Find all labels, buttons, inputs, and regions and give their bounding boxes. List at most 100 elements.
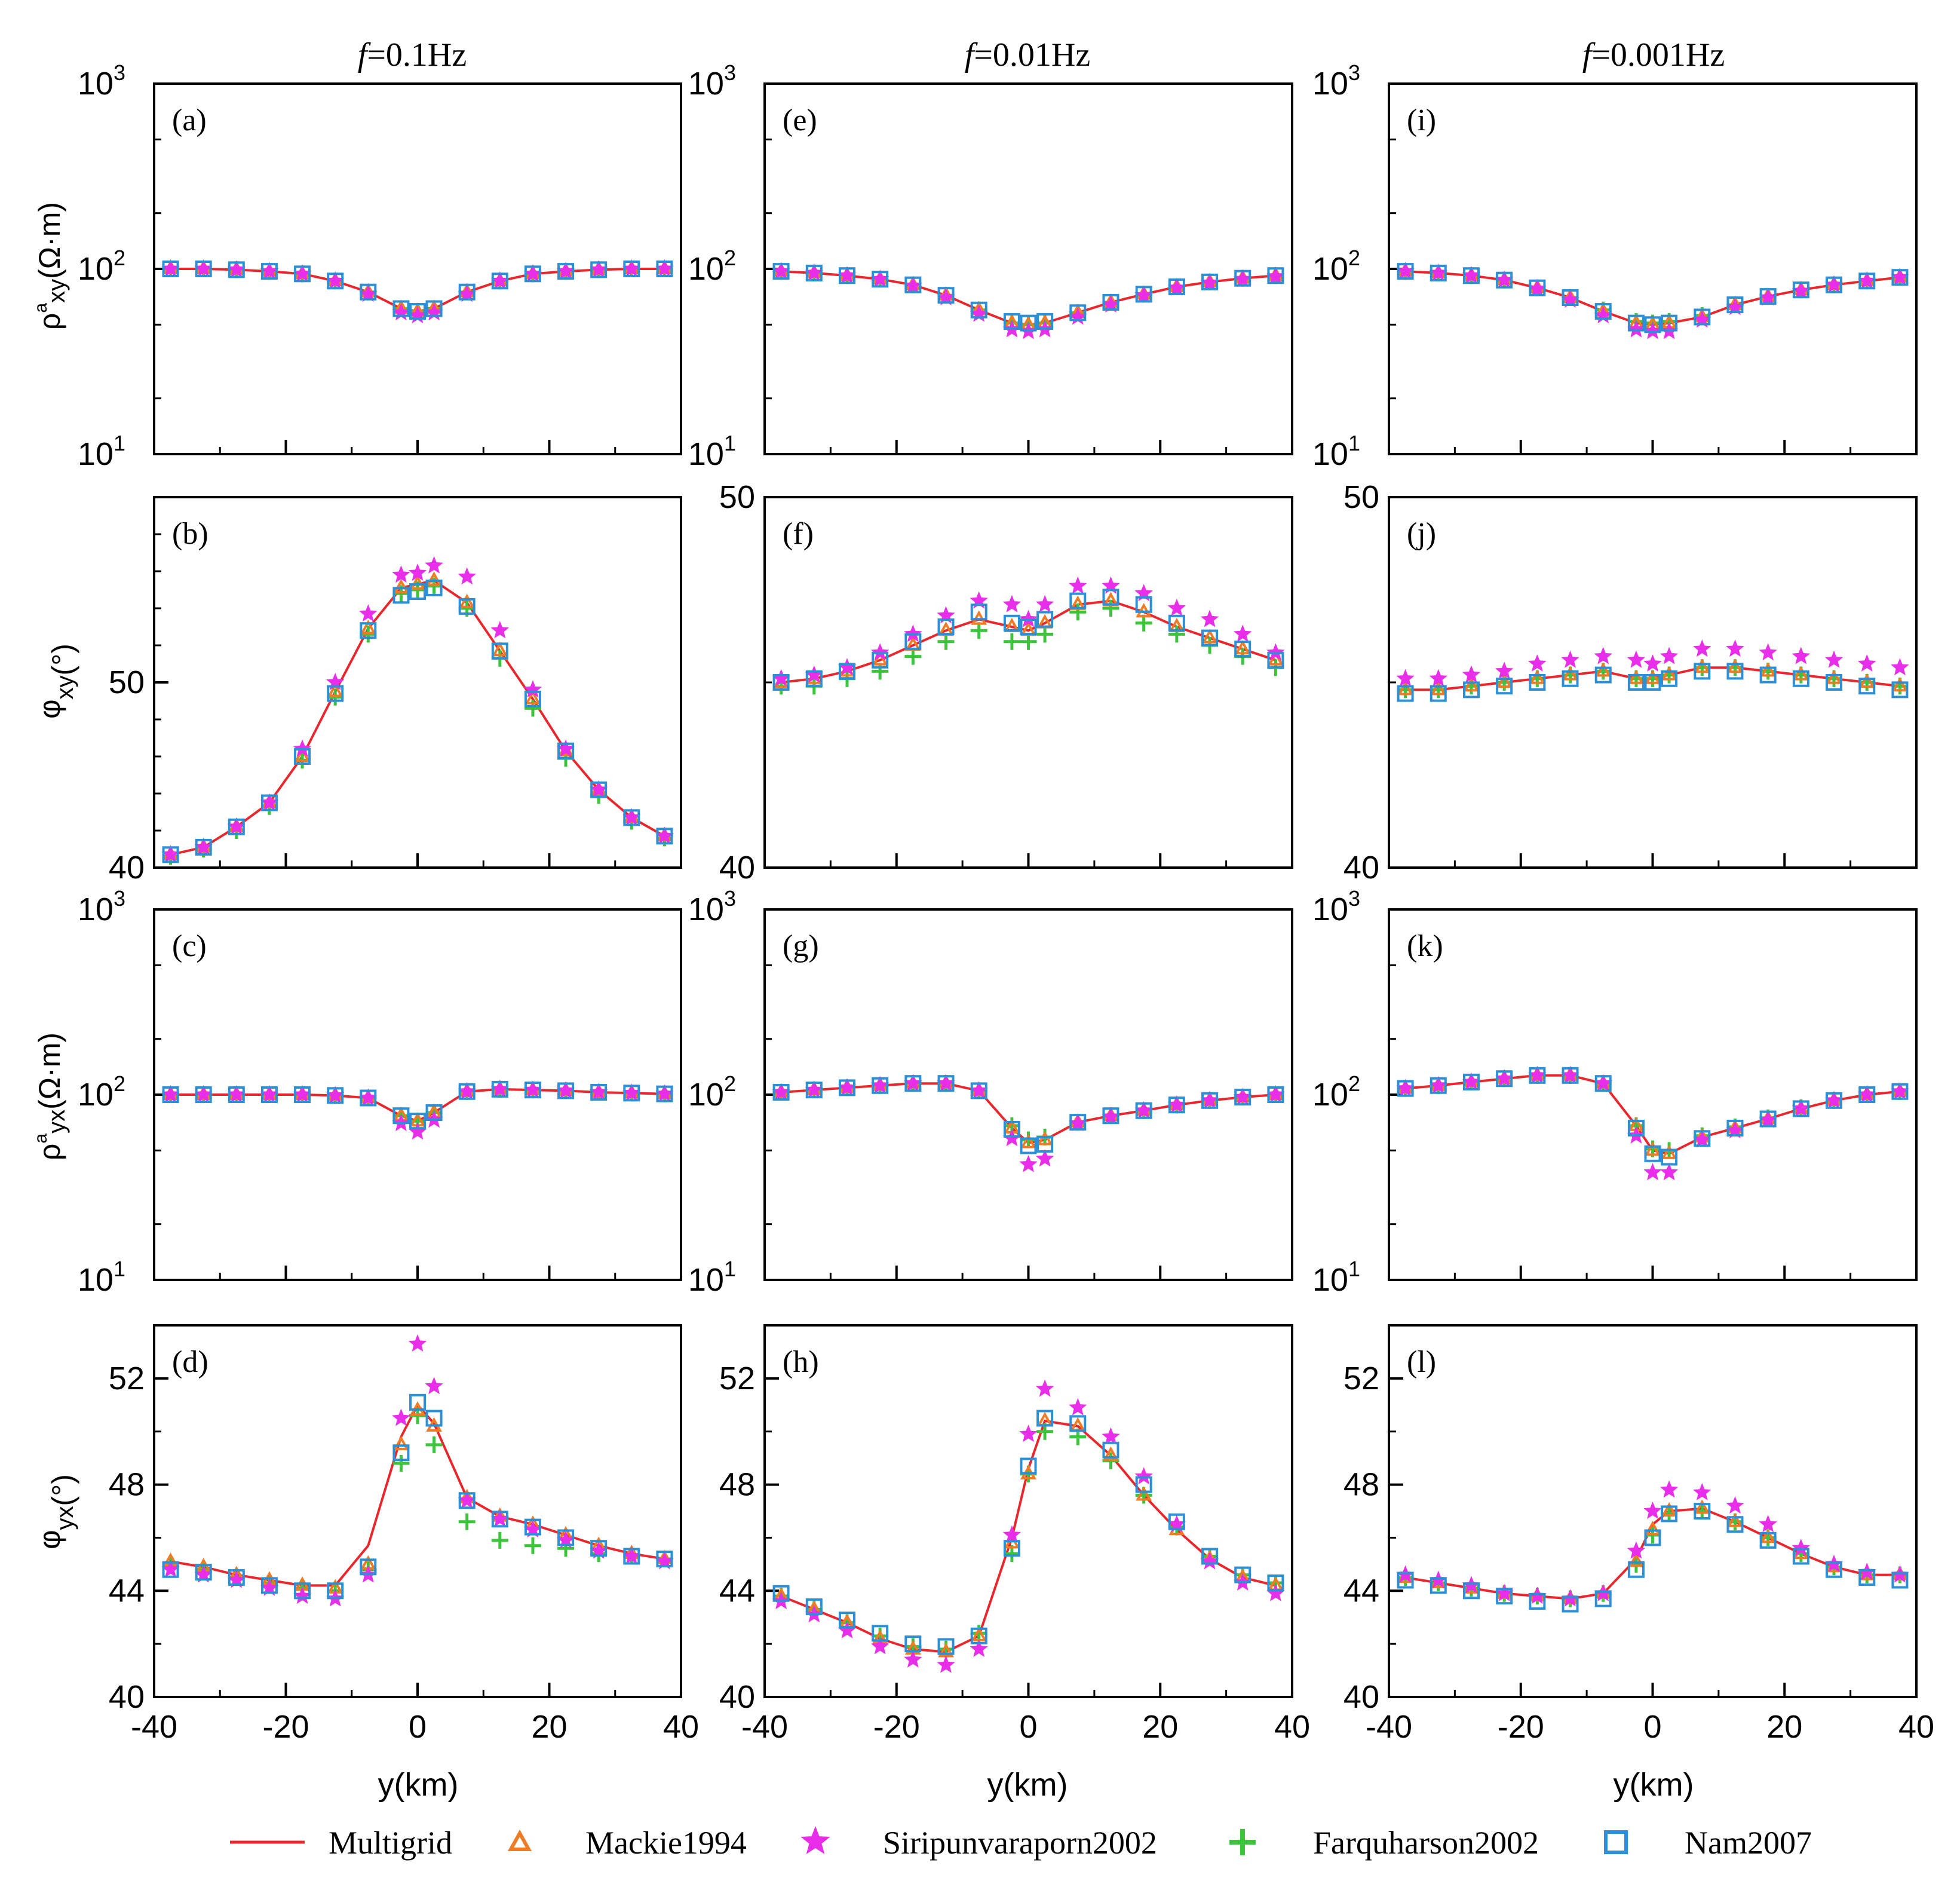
legend-marker-nam2007 [1604,1830,1628,1854]
marker-siripunvaraporn2002 [1266,1085,1285,1102]
panel-k: 101 102 103 (k) [1312,886,1918,1298]
marker-siripunvaraporn2002 [556,1081,575,1099]
marker-siripunvaraporn2002 [970,304,988,322]
marker-nam2007 [1135,1102,1152,1119]
marker-nam2007 [772,1084,790,1101]
marker-mackie1994 [1645,1141,1661,1156]
x-tick-label: 40 [1898,1709,1934,1745]
panel-letter: (e) [783,103,817,137]
panel-letter: (j) [1407,517,1436,551]
y-tick-label: 103 [688,886,736,927]
y-tick-label: 102 [1312,1071,1360,1113]
marker-nam2007 [1168,614,1185,632]
marker-siripunvaraporn2002 [408,563,427,581]
marker-nam2007 [1267,651,1284,669]
marker-siripunvaraporn2002 [1234,624,1252,642]
marker-nam2007 [524,265,541,283]
marker-nam2007 [360,1558,377,1576]
y-tick-label: 101 [1312,1257,1360,1298]
marker-nam2007 [772,674,790,691]
marker-siripunvaraporn2002 [838,1078,857,1096]
marker-siripunvaraporn2002 [590,1541,608,1559]
panel-j: 40 50 (j) [1344,479,1918,886]
marker-nam2007 [1135,286,1152,303]
marker-siripunvaraporn2002 [490,621,509,639]
marker-nam2007 [1694,663,1711,680]
y-tick-label: 103 [688,60,736,102]
marker-nam2007 [1529,1593,1546,1610]
marker-siripunvaraporn2002 [260,262,279,279]
marker-nam2007 [557,1082,575,1099]
y-tick-label: 48 [109,1467,145,1503]
marker-siripunvaraporn2002 [622,808,641,826]
legend-label-mackie1994: Mackie1994 [585,1825,747,1861]
marker-nam2007 [1529,674,1546,691]
marker-siripunvaraporn2002 [1627,650,1646,668]
marker-siripunvaraporn2002 [655,1552,674,1570]
marker-siripunvaraporn2002 [161,1085,180,1102]
marker-nam2007 [1267,1574,1284,1591]
marker-nam2007 [1594,1075,1612,1092]
marker-nam2007 [458,283,476,301]
marker-siripunvaraporn2002 [1002,1525,1022,1543]
marker-nam2007 [195,1086,212,1103]
marker-siripunvaraporn2002 [408,306,427,323]
marker-siripunvaraporn2002 [1495,661,1514,679]
marker-nam2007 [195,261,212,277]
marker-nam2007 [1826,276,1843,293]
marker-nam2007 [260,1086,278,1103]
column-title-2: f=0.01Hz [965,36,1090,73]
marker-farquharson2002 [1135,614,1152,632]
row-label-phi-xy: φxy(°) [33,644,79,719]
marker-siripunvaraporn2002 [1200,273,1219,291]
marker-nam2007 [838,267,855,284]
marker-siripunvaraporn2002 [1462,1072,1481,1090]
marker-siripunvaraporn2002 [260,1085,279,1102]
plot-frame [153,1324,682,1698]
marker-nam2007 [872,271,889,288]
marker-nam2007 [1201,273,1219,290]
column-title-3: f=0.001Hz [1582,36,1725,73]
marker-nam2007 [228,1086,245,1103]
marker-mackie1994 [1760,662,1777,677]
marker-nam2007 [1003,313,1020,330]
y-tick-label: 40 [109,1679,145,1715]
marker-siripunvaraporn2002 [1792,281,1811,299]
marker-nam2007 [294,1582,311,1600]
series-line-multigrid [170,1402,665,1587]
y-tick-label: 52 [109,1361,145,1396]
marker-farquharson2002 [904,648,922,665]
y-tick-label: 44 [109,1573,145,1609]
marker-mackie1994 [327,682,343,697]
marker-nam2007 [327,1582,344,1600]
marker-siripunvaraporn2002 [1759,288,1777,305]
marker-siripunvaraporn2002 [1643,654,1662,672]
marker-nam2007 [425,1410,443,1427]
y-tick-label: 44 [719,1573,755,1609]
y-tick-label: 102 [78,246,125,287]
marker-mackie1994 [1595,662,1612,677]
marker-siripunvaraporn2002 [1643,1163,1662,1181]
marker-nam2007 [1594,1590,1612,1607]
marker-siripunvaraporn2002 [772,262,790,279]
marker-siripunvaraporn2002 [1660,1163,1679,1181]
marker-siripunvaraporn2002 [1643,1502,1662,1519]
marker-siripunvaraporn2002 [260,1578,279,1596]
marker-nam2007 [970,1082,987,1099]
marker-nam2007 [162,1086,179,1103]
panel-letter: (i) [1407,103,1436,137]
marker-mackie1994 [1727,1512,1743,1527]
marker-farquharson2002 [392,1455,410,1472]
marker-nam2007 [904,276,922,293]
marker-siripunvaraporn2002 [1594,1074,1612,1092]
marker-siripunvaraporn2002 [590,780,608,798]
marker-nam2007 [1102,1441,1119,1459]
marker-nam2007 [1397,685,1414,702]
marker-siripunvaraporn2002 [425,303,443,321]
marker-farquharson2002 [425,1436,443,1453]
marker-siripunvaraporn2002 [1594,647,1612,664]
marker-siripunvaraporn2002 [838,1621,857,1638]
marker-nam2007 [872,1077,889,1094]
marker-nam2007 [937,618,955,635]
marker-nam2007 [904,633,922,650]
